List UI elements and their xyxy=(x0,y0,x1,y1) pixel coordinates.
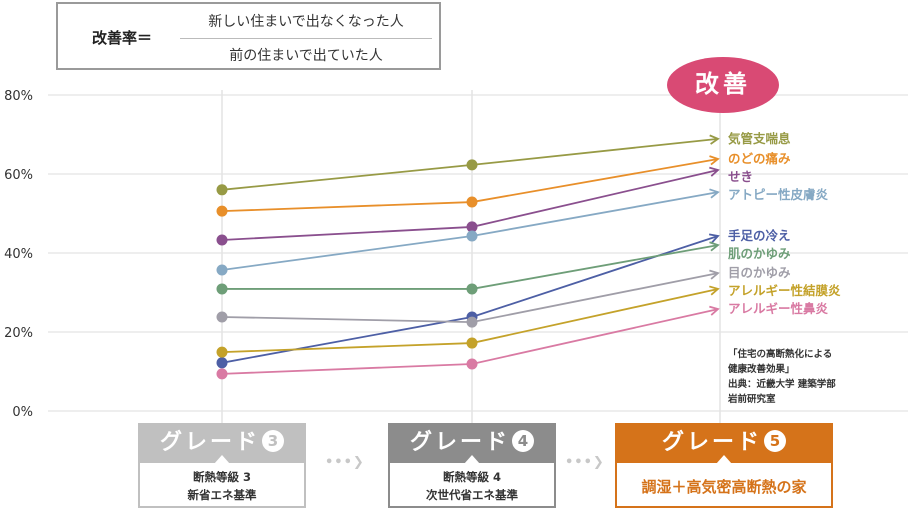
grade-number-badge: 5 xyxy=(764,430,786,452)
formula-label: 改善率＝ xyxy=(92,29,153,47)
source-line: 「住宅の高断熱化による xyxy=(728,349,833,360)
series-手足の冷え xyxy=(216,233,720,369)
grade-4-description: 断熱等級 4 次世代省エネ基準 xyxy=(390,463,554,506)
flow-arrow-icon: •••❯ xyxy=(325,455,365,470)
notch xyxy=(214,455,230,464)
grade-3-heading: グレード 3 xyxy=(138,423,306,463)
series-label: 肌のかゆみ xyxy=(727,246,791,261)
data-point xyxy=(216,311,228,323)
arrowhead-icon xyxy=(709,241,720,252)
data-point xyxy=(466,316,478,328)
series-肌のかゆみ xyxy=(216,241,720,295)
series-せき xyxy=(216,166,720,246)
arrowhead-icon xyxy=(709,285,720,296)
data-point xyxy=(466,337,478,349)
grade-desc-line: 次世代省エネ基準 xyxy=(426,488,518,502)
source-line: 健康改善効果」 xyxy=(728,364,795,375)
series-label: アレルギー性結膜炎 xyxy=(728,283,841,298)
y-tick-label: 80% xyxy=(4,89,33,104)
y-tick-label: 40% xyxy=(4,247,33,262)
data-point xyxy=(216,283,228,295)
data-point xyxy=(216,346,228,358)
data-point xyxy=(216,264,228,276)
series-気管支喘息 xyxy=(216,134,720,196)
data-point xyxy=(466,358,478,370)
arrowhead-icon xyxy=(709,155,720,166)
y-tick-label: 0% xyxy=(12,405,33,420)
series-label: 目のかゆみ xyxy=(728,265,791,280)
series-label: せき xyxy=(728,169,753,184)
data-point xyxy=(216,234,228,246)
source-line: 岩前研究室 xyxy=(728,394,776,405)
grade-3-card: グレード 3 断熱等級 3 新省エネ基準 xyxy=(138,423,306,508)
improvement-badge: 改善 xyxy=(667,57,779,113)
grade-5-heading: グレード 5 xyxy=(615,423,833,463)
series-のどの痛み xyxy=(216,155,720,217)
data-point xyxy=(216,368,228,380)
notch xyxy=(464,455,480,464)
grade-5-card: グレード 5 調湿＋高気密高断熱の家 xyxy=(615,423,833,508)
arrowhead-icon xyxy=(709,188,720,199)
grade-name: グレード xyxy=(661,430,762,455)
arrowhead-icon xyxy=(709,134,720,145)
data-point xyxy=(466,221,478,233)
grade-name: グレード xyxy=(409,430,510,455)
grade-4-heading: グレード 4 xyxy=(388,423,556,463)
flow-arrow-icon: •••❯ xyxy=(565,455,605,470)
arrowhead-icon xyxy=(709,305,720,316)
arrowhead-icon xyxy=(708,233,720,244)
series-line xyxy=(222,244,719,290)
series-label: 気管支喘息 xyxy=(728,131,791,146)
data-point xyxy=(466,159,478,171)
notch xyxy=(716,455,732,464)
grade-desc-line: 断熱等級 3 xyxy=(192,470,251,484)
y-tick-label: 60% xyxy=(4,168,33,183)
grade-desc-line: 断熱等級 4 xyxy=(442,470,501,484)
formula-denominator: 前の住まいで出ていた人 xyxy=(229,48,383,64)
series-label: 手足の冷え xyxy=(728,228,791,243)
series-目のかゆみ xyxy=(216,269,720,328)
series-label: アレルギー性鼻炎 xyxy=(728,301,829,316)
data-point xyxy=(466,196,478,208)
fraction-bar xyxy=(180,38,432,39)
grade-5-description: 調湿＋高気密高断熱の家 xyxy=(617,463,831,506)
source-line: 出典：近畿大学 建築学部 xyxy=(728,379,836,390)
data-point xyxy=(216,357,228,369)
grade-name: グレード xyxy=(159,430,260,455)
formula-numerator: 新しい住まいで出なくなった人 xyxy=(208,14,404,30)
grade-4-card: グレード 4 断熱等級 4 次世代省エネ基準 xyxy=(388,423,556,508)
improvement-rate-formula: 改善率＝ 新しい住まいで出なくなった人 前の住まいで出ていた人 xyxy=(56,2,441,70)
data-point xyxy=(466,283,478,295)
grade-number-badge: 4 xyxy=(512,430,534,452)
series-アレルギー性鼻炎 xyxy=(216,305,720,380)
grade-3-description: 断熱等級 3 新省エネ基準 xyxy=(140,463,304,506)
source-note: 「住宅の高断熱化による 健康改善効果」 出典：近畿大学 建築学部 岩前研究室 xyxy=(728,347,836,407)
arrowhead-icon xyxy=(709,166,720,177)
data-point xyxy=(466,230,478,242)
series-label: アトピー性皮膚炎 xyxy=(728,187,829,202)
data-point xyxy=(216,184,228,196)
grade-desc-line: 調湿＋高気密高断熱の家 xyxy=(641,478,807,496)
series-アトピー性皮膚炎 xyxy=(216,188,720,276)
arrowhead-icon xyxy=(709,269,720,280)
series-label: のどの痛み xyxy=(728,151,791,166)
series-アレルギー性結膜炎 xyxy=(216,285,720,358)
y-tick-label: 20% xyxy=(4,326,33,341)
data-point xyxy=(216,205,228,217)
grade-desc-line: 新省エネ基準 xyxy=(187,488,257,502)
grade-number-badge: 3 xyxy=(262,430,284,452)
